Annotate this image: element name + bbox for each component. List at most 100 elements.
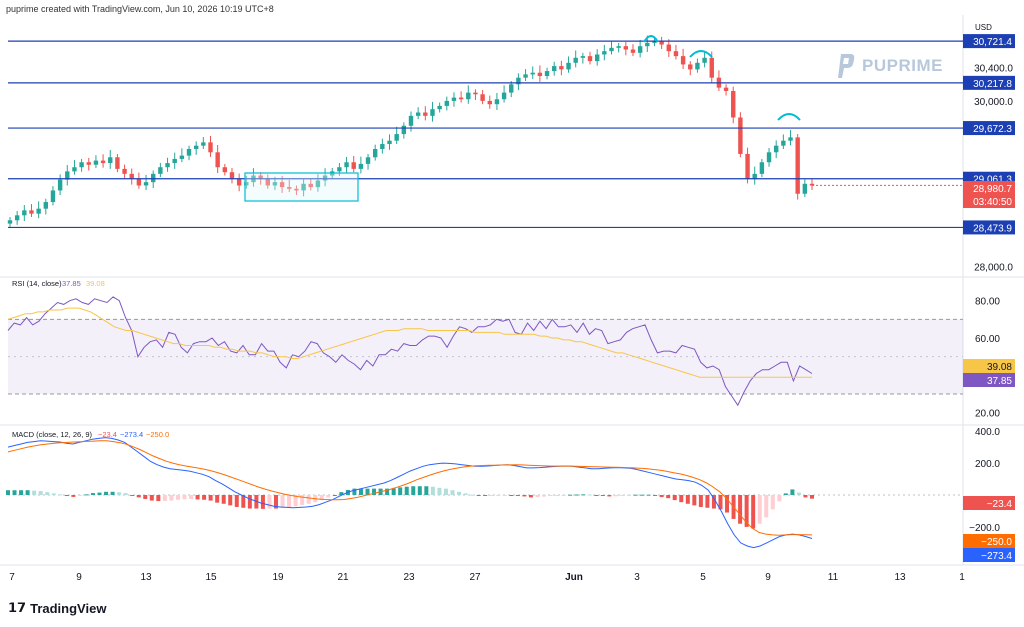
macd-line-value: −273.4 [120,430,143,439]
rsi-line [7,296,813,407]
tradingview-brand[interactable]: 𝟭𝟳 TradingView [8,600,106,616]
macd-histogram-bar [718,495,723,510]
macd-line-badge-bg [963,548,1015,562]
macd-histogram-bar [339,492,344,495]
macd-line [7,437,813,549]
macd-histogram-bar [25,490,30,495]
time-tick-label: 13 [894,572,906,583]
candle-body [673,51,679,57]
candle-body [380,144,385,149]
level-badge: 29,061.3 [973,175,1012,186]
macd-histogram-bar [430,486,435,495]
candle-body [344,162,349,168]
candle-body [179,155,185,159]
candle-body [50,190,56,203]
rsi-tick-label: 80.00 [975,297,1000,308]
candle-body [537,72,543,77]
macd-histogram-bar [143,495,148,499]
candle-body [222,167,228,173]
candle-body [473,92,478,95]
macd-histogram-bar [770,495,775,510]
candle-body [809,183,815,186]
macd-histogram-bar [117,492,122,495]
macd-histogram-bar [149,495,154,501]
candle-body [358,163,364,169]
rsi-band [8,319,963,394]
candle-body [752,173,757,179]
macd-histogram-bar [463,493,468,495]
time-tick-label: 19 [272,572,284,583]
macd-histogram-bar [450,490,455,495]
consolidation-box [244,172,359,202]
candle-body [372,148,378,158]
macd-histogram-bar [666,495,671,499]
candle-body [14,215,20,221]
candle-body [788,137,793,141]
macd-hist-value: −23.4 [98,430,117,439]
macd-histogram-bar [535,495,540,498]
macd-hist-badge: −23.4 [987,499,1013,510]
candle-body [279,182,285,188]
macd-histogram-bar [385,488,390,495]
candle-body [322,175,328,181]
candle-body [308,183,313,188]
candle-body [100,160,106,164]
time-tick-label: 15 [205,572,217,583]
candle-body [559,66,564,70]
candle-body [444,100,450,106]
candle-body [172,158,177,164]
macd-histogram-bar [568,494,573,496]
rsi-tick-label: 60.00 [975,334,1000,345]
candle-body [7,220,13,224]
candle-body [115,157,120,169]
macd-histogram-bar [110,491,115,495]
macd-hist-badge-bg [963,496,1015,510]
macd-histogram-bar [574,494,579,496]
macd-histogram-bar [123,493,128,495]
macd-histogram-bar [698,495,703,507]
macd-histogram-bar [411,486,416,495]
candle-body [215,152,220,168]
level-badge-bg [963,75,1015,90]
level-badge: 28,473.9 [973,223,1012,234]
macd-histogram-bar [90,493,95,495]
candle-body [451,97,457,101]
macd-histogram-bar [600,495,605,496]
macd-histogram-bar [548,495,553,496]
candle-body [516,77,521,85]
macd-histogram-bar [221,495,226,504]
price-tick-label: 30,400.0 [974,64,1013,75]
candle-body [766,152,772,163]
candle-body [645,42,650,47]
macd-histogram-bar [306,495,311,504]
macd-histogram-bar [587,494,592,496]
macd-histogram-bar [757,495,762,524]
macd-signal-badge: −250.0 [981,537,1012,548]
macd-histogram-bar [476,495,481,496]
countdown-badge-bg [963,194,1015,208]
candle-body [193,145,199,149]
macd-histogram-bar [640,494,645,496]
macd-histogram-bar [489,495,494,496]
macd-signal-badge-bg [963,534,1015,548]
countdown-badge: 03:40:50 [973,197,1012,208]
candle-body [86,162,91,165]
macd-histogram-bar [280,495,285,508]
macd-histogram-bar [319,495,324,501]
candle-body [272,182,278,186]
macd-histogram-bar [803,495,808,498]
candle-body [165,163,170,168]
price-tick-label: 28,000.0 [974,263,1013,274]
candle-body [659,41,664,45]
level-badge-bg [963,121,1015,136]
candle-body [287,187,292,189]
candle-body [695,62,700,70]
candle-body [738,117,743,154]
rsi-badge: 37.85 [987,376,1012,387]
macd-histogram-bar [633,494,638,496]
macd-histogram-bar [764,495,769,518]
macd-title: MACD (close, 12, 26, 9) [12,430,93,439]
macd-histogram-bar [790,489,795,495]
candle-body [602,51,607,55]
